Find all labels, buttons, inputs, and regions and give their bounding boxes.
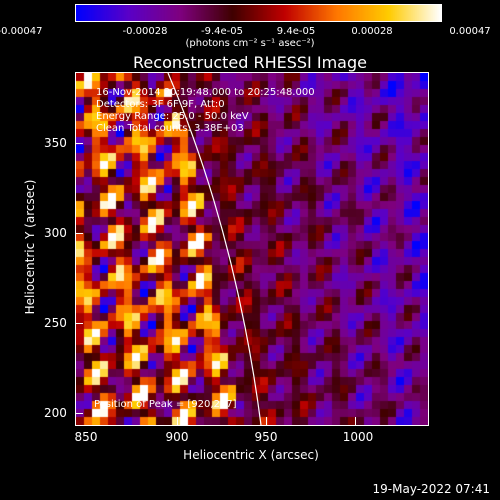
y-tick-label: 300 [44, 226, 67, 240]
x-tick-label: 900 [165, 430, 189, 444]
info-clean-counts: Clean Total counts: 3.38E+03 [96, 123, 244, 134]
info-time-range: 16-Nov-2014 20:19:48.000 to 20:25:48.000 [96, 87, 315, 98]
colorbar-unit-label: (photons cm⁻² s⁻¹ asec⁻²) [185, 38, 315, 49]
x-tick-label: 1000 [342, 430, 374, 444]
x-axis-label: Heliocentric X (arcsec) [183, 448, 319, 462]
colorbar-tick-label: -0.00028 [122, 26, 168, 37]
y-tick-mark [75, 143, 83, 144]
x-tick-mark [266, 417, 267, 425]
colorbar-tick-label: -9.4e-05 [201, 26, 243, 37]
y-tick-mark [75, 413, 83, 414]
colorbar-tick-label: 9.4e-05 [276, 26, 316, 37]
y-tick-mark [75, 233, 83, 234]
peak-position-label: Position of Peak = [920,227] [94, 399, 237, 410]
y-axis-label: Heliocentric Y (arcsec) [23, 179, 37, 315]
x-tick-mark [177, 417, 178, 425]
colorbar-tick-label: 0.00047 [449, 26, 491, 37]
info-detectors: Detectors: 3F 6F 9F, Att:0 [96, 99, 225, 110]
x-tick-label: 950 [254, 430, 278, 444]
y-tick-mark [75, 323, 83, 324]
limb-curve [167, 73, 262, 425]
colorbar-tick-label: -0.00047 [0, 26, 43, 37]
x-tick-label: 850 [74, 430, 98, 444]
y-tick-label: 200 [44, 406, 67, 420]
colorbar [75, 4, 442, 22]
info-energy-range: Energy Range: 25.0 - 50.0 keV [96, 111, 249, 122]
colorbar-tick-label: 0.00028 [351, 26, 393, 37]
y-tick-label: 350 [44, 136, 67, 150]
image-plot: 16-Nov-2014 20:19:48.000 to 20:25:48.000… [75, 72, 429, 426]
image-title: Reconstructed RHESSI Image [133, 53, 367, 72]
footer-timestamp: 19-May-2022 07:41 [372, 482, 490, 496]
x-tick-mark [355, 417, 356, 425]
y-tick-label: 250 [44, 316, 67, 330]
x-tick-mark [75, 419, 76, 425]
